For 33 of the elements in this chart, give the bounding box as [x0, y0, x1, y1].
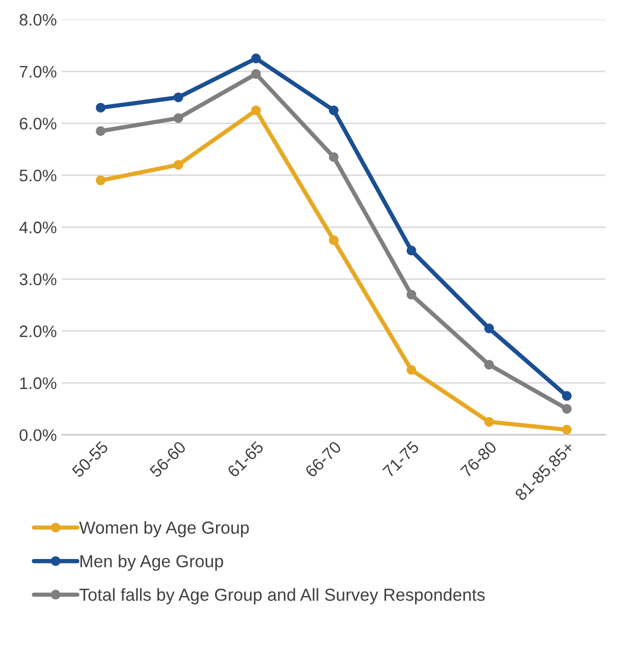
point: [96, 102, 106, 113]
point: [562, 404, 572, 414]
point: [484, 360, 494, 370]
point: [96, 126, 106, 136]
point: [96, 176, 106, 186]
legend-label: Women by Age Group: [79, 521, 249, 538]
y-tick-label: 4.0%: [19, 222, 56, 234]
point: [251, 105, 261, 116]
point: [173, 160, 184, 170]
y-tick-label: 1.0%: [20, 377, 56, 390]
point: [484, 324, 494, 334]
point: [328, 152, 339, 162]
point: [406, 246, 416, 256]
point: [251, 69, 261, 79]
y-tick-label: 6.0%: [20, 118, 56, 130]
y-tick-label: 7.0%: [20, 66, 56, 78]
y-tick-label: 0.0%: [20, 429, 56, 442]
point: [251, 54, 261, 64]
y-tick-label: 2.0%: [20, 325, 56, 338]
point: [328, 105, 339, 116]
legend-label: Total falls by Age Group and All Survey Respondents: [79, 588, 485, 604]
point: [406, 365, 416, 375]
point: [562, 424, 572, 434]
point: [484, 416, 494, 427]
point: [562, 391, 572, 401]
point: [173, 92, 184, 102]
y-tick-label: 3.0%: [20, 273, 56, 286]
y-tick-label: 8.0%: [20, 14, 56, 26]
legend-label: Men by Age Group: [80, 554, 224, 571]
point: [328, 235, 339, 245]
point: [173, 113, 184, 123]
y-tick-label: 5.0%: [20, 170, 56, 182]
point: [406, 290, 416, 300]
